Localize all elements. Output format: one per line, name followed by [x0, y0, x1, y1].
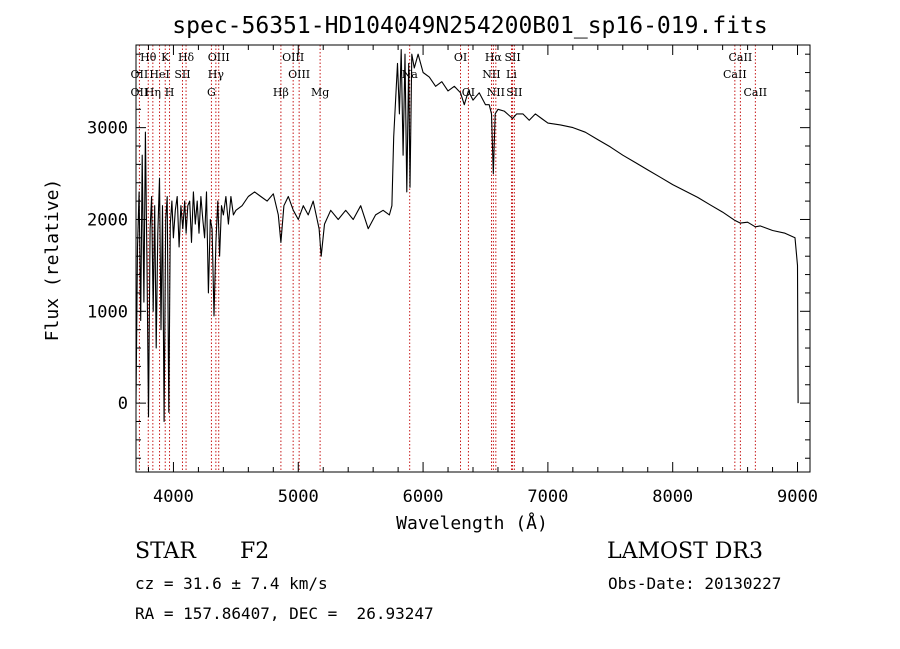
line-marker-label: Hη: [145, 86, 161, 99]
x-axis-label: Wavelength (Å): [396, 512, 548, 534]
y-tick-label: 3000: [87, 119, 128, 139]
line-marker-label: Hα: [485, 51, 503, 64]
line-marker-label: OII: [131, 86, 149, 99]
line-marker-label: G: [207, 86, 216, 99]
y-tick-label: 0: [118, 394, 128, 414]
line-marker-label: Hδ: [178, 51, 195, 64]
chart-title: spec-56351-HD104049N254200B01_sp16-019.f…: [172, 13, 767, 39]
line-marker-label: OII: [131, 68, 149, 81]
x-tick-label: 9000: [777, 487, 818, 507]
line-marker-label: CaII: [723, 68, 747, 81]
survey-name: LAMOST DR3: [607, 539, 763, 564]
line-marker-label: CaII: [729, 51, 753, 64]
line-marker-label: SII: [506, 86, 522, 99]
y-axis-label: Flux (relative): [42, 179, 63, 342]
line-marker-label: H: [165, 86, 175, 99]
x-tick-label: 4000: [153, 487, 194, 507]
line-marker-label: K: [161, 51, 170, 64]
object-subclass: F2: [240, 539, 270, 564]
spectrum-series-spectrum: [135, 49, 799, 423]
coordinates: RA = 157.86407, DEC = 26.93247: [135, 604, 434, 623]
plot-frame: [135, 44, 811, 473]
line-marker-label: OIII: [288, 68, 310, 81]
redshift-value: cz = 31.6 ± 7.4 km/s: [135, 574, 328, 593]
line-marker-label: Hγ: [208, 68, 225, 81]
line-marker-label: HeI: [149, 68, 169, 81]
line-marker-lines: [138, 45, 756, 472]
line-marker-label: Hθ: [140, 51, 157, 64]
object-class: STAR: [135, 539, 196, 564]
x-tick-label: 7000: [527, 487, 568, 507]
x-tick-label: 8000: [652, 487, 693, 507]
line-marker-label: Li: [506, 68, 517, 81]
line-marker-label: Mg: [311, 86, 329, 99]
line-marker-label: SII: [504, 51, 520, 64]
y-tick-label: 1000: [87, 302, 128, 322]
observation-date: Obs-Date: 20130227: [608, 574, 782, 593]
x-tick-label: 6000: [403, 487, 444, 507]
axis-ticks: 4000 5000 6000 7000 8000 9000 0 1000 2000 3000: [87, 45, 818, 507]
line-marker-label: SII: [174, 68, 190, 81]
line-marker-label: OIII: [208, 51, 230, 64]
line-marker-label: OIII: [282, 51, 304, 64]
x-tick-label: 5000: [278, 487, 319, 507]
line-marker-label: Hβ: [273, 86, 289, 99]
line-marker-label: CaII: [743, 86, 767, 99]
line-marker-label: NII: [482, 68, 500, 81]
y-tick-label: 2000: [87, 210, 128, 230]
line-marker-label: OI: [454, 51, 467, 64]
line-marker-label: NII: [487, 86, 505, 99]
